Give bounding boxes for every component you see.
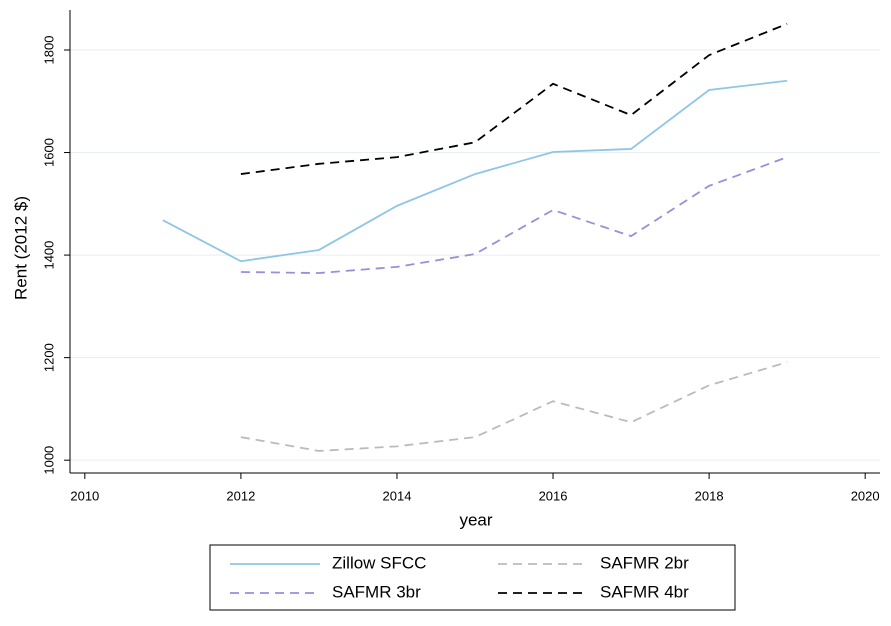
line-series (162, 79, 788, 263)
x-axis-title: year (459, 510, 492, 529)
legend-label: SAFMR 4br (600, 582, 689, 601)
y-tick-label: 1400 (41, 241, 56, 270)
line-series (240, 156, 788, 274)
line-series (240, 361, 788, 452)
x-tick-label: 2012 (226, 488, 255, 503)
x-tick-label: 2020 (851, 488, 880, 503)
y-tick-label: 1000 (41, 446, 56, 475)
y-axis-title: Rent (2012 $) (11, 196, 30, 300)
x-tick-label: 2014 (383, 488, 412, 503)
y-tick-label: 1800 (41, 36, 56, 65)
y-tick-label: 1600 (41, 138, 56, 167)
x-tick-label: 2010 (70, 488, 99, 503)
legend-label: SAFMR 2br (600, 553, 689, 572)
line-series (240, 23, 788, 175)
legend-label: SAFMR 3br (332, 582, 421, 601)
x-tick-label: 2016 (539, 488, 568, 503)
x-tick-label: 2018 (695, 488, 724, 503)
legend-label: Zillow SFCC (332, 553, 426, 572)
legend-box (209, 544, 736, 611)
y-tick-label: 1200 (41, 343, 56, 372)
